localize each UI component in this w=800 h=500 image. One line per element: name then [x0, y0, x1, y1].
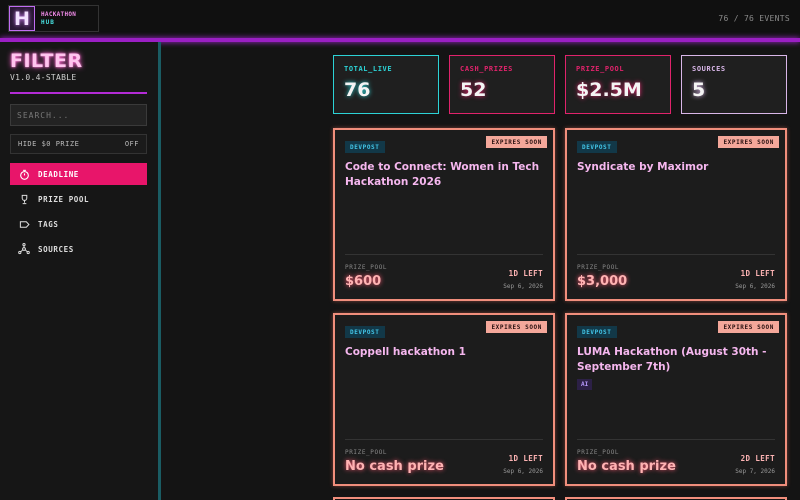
stat-cash-prizes: CASH_PRIZES 52: [449, 55, 555, 114]
stat-sources: SOURCES 5: [681, 55, 787, 114]
sidebar-divider: [10, 92, 147, 94]
sidebar-item-label: PRIZE POOL: [38, 194, 90, 204]
hackathon-card[interactable]: DEVPOST EXPIRES SOON Coppell hackathon 1…: [333, 313, 555, 486]
sidebar-edge: [158, 42, 161, 500]
sidebar-title: FILTER: [10, 50, 83, 72]
card-divider: [345, 439, 543, 440]
hackathon-card[interactable]: DEVPOST EXPIRES SOON Code to Connect: Wo…: [333, 128, 555, 301]
stat-value: $2.5M: [576, 79, 642, 101]
card-title[interactable]: Syndicate by Maximor: [577, 161, 709, 173]
prize-label: PRIZE_POOL: [577, 449, 620, 456]
stat-label: CASH_PRIZES: [460, 65, 513, 73]
deadline-date: Sep 7, 2026: [735, 468, 775, 475]
card-title[interactable]: Code to Connect: Women in Tech Hackathon…: [345, 161, 540, 188]
days-left: 1D LEFT: [508, 454, 543, 463]
search-input[interactable]: [10, 104, 147, 126]
toggle-label: HIDE $0 PRIZE: [18, 140, 80, 148]
top-bar: H HACKATHON HUB 76 / 76 EVENTS: [0, 0, 800, 38]
stat-total-live: TOTAL_LIVE 76: [333, 55, 439, 114]
deadline-date: Sep 6, 2026: [503, 283, 543, 290]
days-left: 1D LEFT: [508, 269, 543, 278]
sidebar-item-label: SOURCES: [38, 244, 74, 254]
prize-value: $3,000: [577, 274, 628, 289]
stat-prize-pool: PRIZE_POOL $2.5M: [565, 55, 671, 114]
card-divider: [345, 254, 543, 255]
hackathon-card-partial[interactable]: [333, 497, 555, 500]
tag-chip[interactable]: AI: [577, 379, 593, 390]
stopwatch-icon: [18, 168, 30, 180]
prize-value: No cash prize: [345, 459, 444, 474]
logo-line-1: HACKATHON: [41, 10, 77, 18]
expires-soon-badge: EXPIRES SOON: [486, 136, 547, 148]
stat-value: 76: [344, 79, 371, 101]
prize-label: PRIZE_POOL: [345, 449, 388, 456]
event-count: 76 / 76 EVENTS: [718, 14, 790, 23]
stat-value: 5: [692, 79, 706, 101]
source-badge: DEVPOST: [345, 141, 385, 153]
days-left: 1D LEFT: [740, 269, 775, 278]
expires-soon-badge: EXPIRES SOON: [718, 321, 779, 333]
app-logo[interactable]: H HACKATHON HUB: [8, 5, 99, 32]
version-label: V1.0.4-STABLE: [10, 73, 77, 82]
sidebar-item-deadline[interactable]: DEADLINE: [10, 163, 147, 185]
sidebar-item-label: DEADLINE: [38, 169, 79, 179]
prize-value: No cash prize: [577, 459, 676, 474]
prize-value: $600: [345, 274, 382, 289]
source-badge: DEVPOST: [577, 141, 617, 153]
sidebar-item-tags[interactable]: TAGS: [10, 213, 147, 235]
card-divider: [577, 439, 775, 440]
header-divider: [0, 38, 800, 42]
toggle-state: OFF: [124, 140, 139, 148]
prize-label: PRIZE_POOL: [345, 264, 388, 271]
tag-icon: [18, 218, 30, 230]
days-left: 2D LEFT: [740, 454, 775, 463]
stat-label: SOURCES: [692, 65, 726, 73]
hackathon-card[interactable]: DEVPOST EXPIRES SOON LUMA Hackathon (Aug…: [565, 313, 787, 486]
card-title[interactable]: Coppell hackathon 1: [345, 346, 466, 358]
expires-soon-badge: EXPIRES SOON: [718, 136, 779, 148]
stat-label: TOTAL_LIVE: [344, 65, 393, 73]
stat-label: PRIZE_POOL: [576, 65, 625, 73]
deadline-date: Sep 6, 2026: [503, 468, 543, 475]
sidebar-item-label: TAGS: [38, 219, 59, 229]
source-badge: DEVPOST: [577, 326, 617, 338]
sidebar-item-sources[interactable]: SOURCES: [10, 238, 147, 260]
deadline-date: Sep 6, 2026: [735, 283, 775, 290]
prize-label: PRIZE_POOL: [577, 264, 620, 271]
sources-icon: [18, 243, 30, 255]
trophy-icon: [18, 193, 30, 205]
hackathon-card-partial[interactable]: [565, 497, 787, 500]
sidebar-item-prize-pool[interactable]: PRIZE POOL: [10, 188, 147, 210]
logo-line-2: HUB: [41, 18, 55, 26]
card-divider: [577, 254, 775, 255]
stat-value: 52: [460, 79, 487, 101]
filter-sidebar: FILTER V1.0.4-STABLE HIDE $0 PRIZE OFF D…: [0, 42, 158, 500]
logo-wordmark: HACKATHON HUB: [41, 11, 76, 27]
hackathon-card[interactable]: DEVPOST EXPIRES SOON Syndicate by Maximo…: [565, 128, 787, 301]
source-badge: DEVPOST: [345, 326, 385, 338]
hide-zero-prize-toggle[interactable]: HIDE $0 PRIZE OFF: [10, 134, 147, 154]
logo-mark: H: [9, 6, 35, 31]
card-title[interactable]: LUMA Hackathon (August 30th - September …: [577, 346, 767, 373]
expires-soon-badge: EXPIRES SOON: [486, 321, 547, 333]
